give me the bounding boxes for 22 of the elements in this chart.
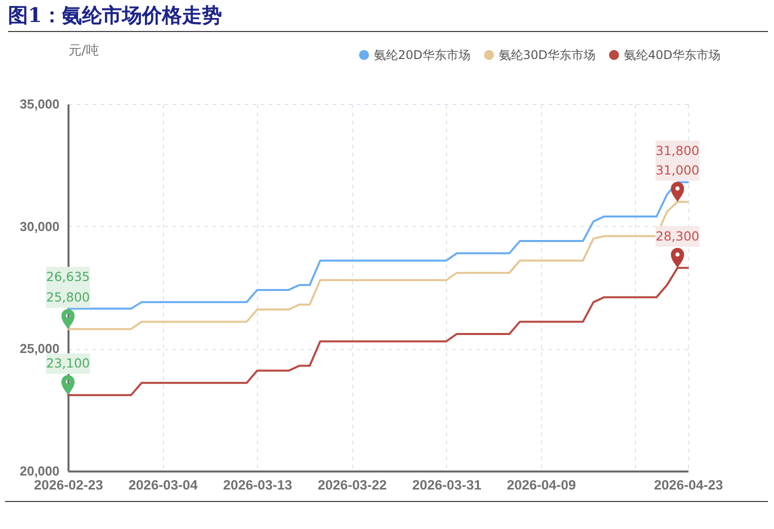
legend-label: 氨纶20D华东市场: [374, 48, 471, 62]
y-tick-label: 35,000: [20, 96, 60, 112]
legend-label: 氨纶40D华东市场: [624, 48, 721, 62]
y-tick-label: 20,000: [20, 464, 60, 478]
annotation: 26,635: [46, 269, 90, 284]
annotation: 28,300: [656, 228, 700, 244]
x-tick-label: 2026-04-09: [506, 478, 576, 492]
legend-label: 氨纶30D华东市场: [499, 48, 596, 62]
y-tick-label: 25,000: [20, 341, 60, 356]
annotation: 31,800: [656, 142, 700, 158]
x-tick-label: 2026-03-31: [412, 478, 482, 492]
annotation: 31,000: [656, 162, 700, 178]
x-tick-label: 2026-03-22: [318, 478, 387, 492]
chart-title: 图1：氨纶市场价格走势: [8, 3, 768, 32]
y-axis-title: 元/吨: [68, 44, 99, 58]
y-tick-label: 30,000: [20, 218, 60, 234]
x-tick-label: 2026-03-04: [128, 478, 198, 492]
x-tick-label: 2026-02-23: [34, 478, 104, 492]
x-tick-label: 2026-03-13: [223, 478, 293, 492]
annotation: 23,100: [46, 356, 90, 371]
annotation: 25,800: [46, 290, 90, 305]
x-tick-label: 2026-04-23: [654, 478, 724, 492]
